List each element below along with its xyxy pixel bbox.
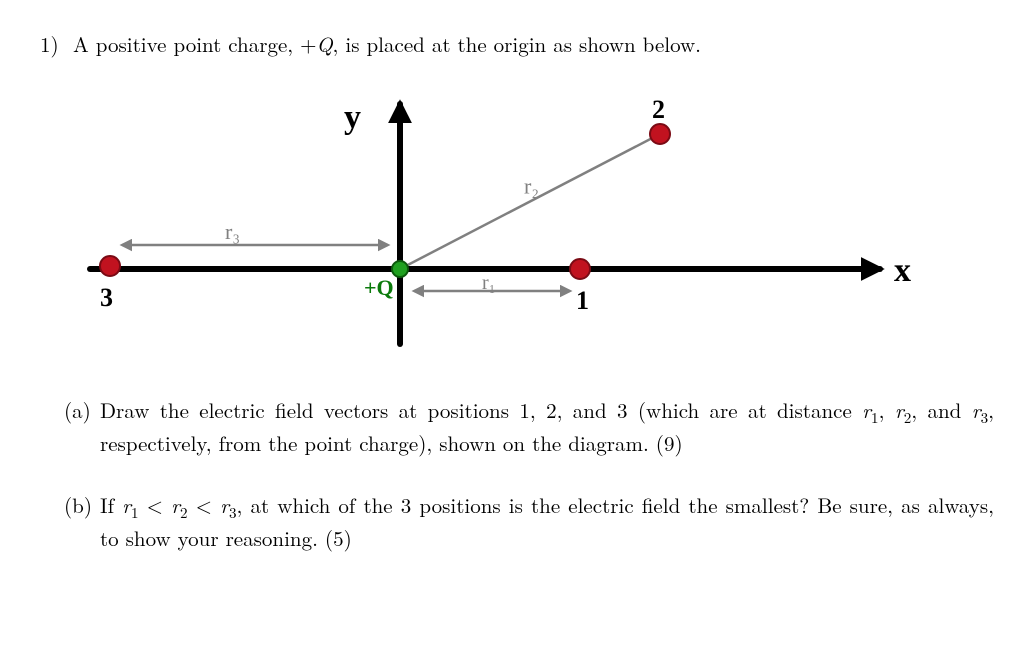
- point-2-label: 2: [652, 95, 665, 124]
- part-b: (b) If r1 < r2 < r3, at which of the 3 p…: [40, 491, 994, 552]
- diagram-container: r₂ r₁ r₃ +Q 1 2 3 y x: [40, 74, 1024, 374]
- r1-label: r₁: [482, 272, 496, 294]
- diagram: r₂ r₁ r₃ +Q 1 2 3 y x: [70, 74, 950, 374]
- x-axis-label: x: [894, 252, 911, 289]
- intro-post: , is placed at the origin as shown below…: [333, 29, 701, 59]
- r2-label: r₂: [524, 174, 539, 199]
- part-b-body: If r1 < r2 < r3, at which of the 3 posit…: [100, 491, 994, 552]
- part-b-label: (b): [64, 491, 100, 552]
- point-2: [650, 124, 670, 144]
- point-1-label: 1: [576, 286, 589, 315]
- r2-line: [400, 134, 660, 269]
- part-a-body: Draw the electric field vectors at posit…: [100, 396, 994, 457]
- intro-pre: A positive point charge, +: [73, 29, 316, 59]
- origin-charge: [392, 261, 408, 277]
- intro-var: Q: [316, 29, 332, 59]
- point-3: [100, 256, 120, 276]
- problem-intro: 1) A positive point charge, +Q, is place…: [40, 30, 994, 58]
- problem-number: 1): [40, 30, 66, 58]
- part-a: (a) Draw the electric field vectors at p…: [40, 396, 994, 457]
- y-axis-label: y: [344, 99, 361, 136]
- point-3-label: 3: [100, 283, 113, 312]
- part-a-label: (a): [64, 396, 100, 457]
- charge-label: +Q: [364, 275, 394, 300]
- point-1: [570, 259, 590, 279]
- r3-label: r₃: [225, 219, 240, 244]
